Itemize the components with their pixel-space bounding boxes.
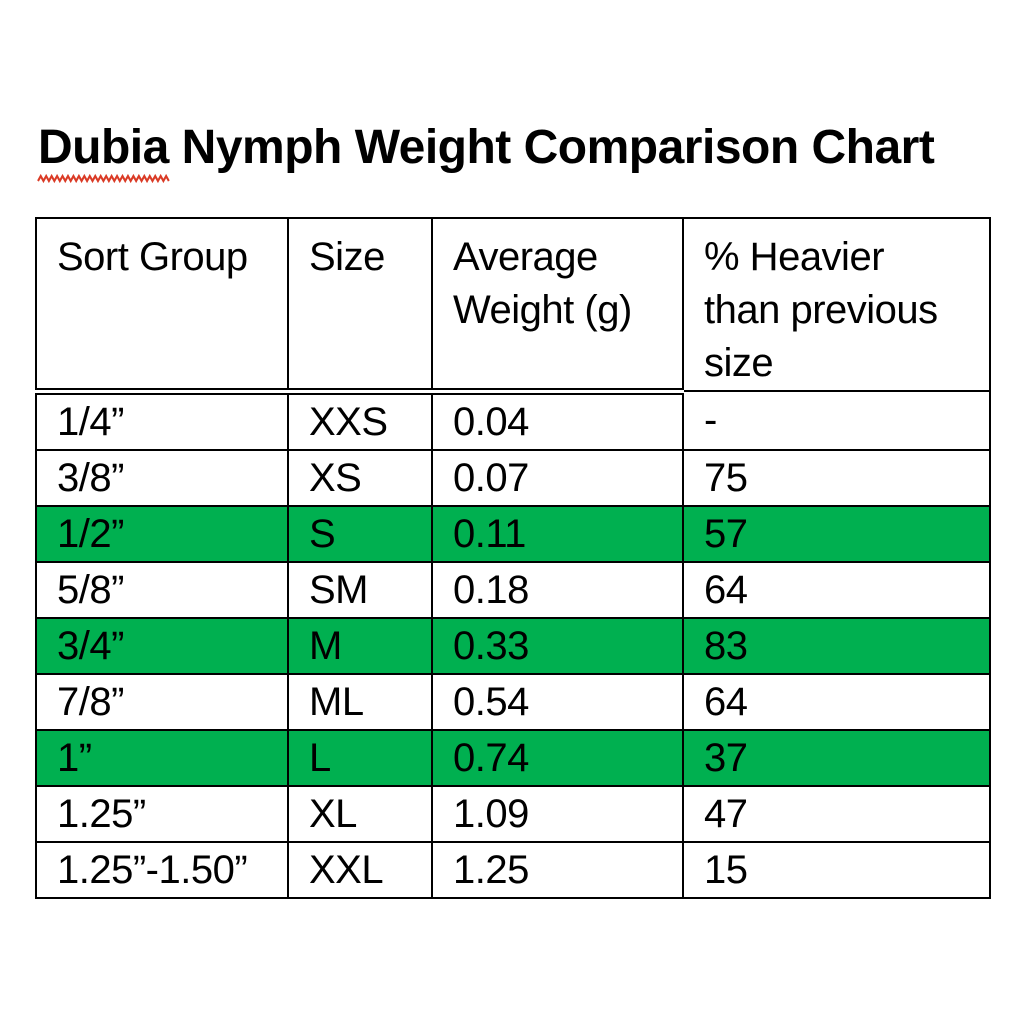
cell-pct-heavier: 64 <box>682 672 991 731</box>
cell-size: XS <box>287 448 433 507</box>
page-title-rest: Nymph Weight Comparison Chart <box>168 121 935 174</box>
cell-size: S <box>287 504 433 563</box>
spellcheck-squiggle-icon <box>37 173 170 184</box>
cell-pct-heavier: 64 <box>682 560 991 619</box>
cell-size: SM <box>287 560 433 619</box>
cell-pct-heavier: 57 <box>682 504 991 563</box>
cell-size: M <box>287 616 433 675</box>
table-row: 1/4” XXS 0.04 - <box>35 390 991 451</box>
cell-avg-weight: 1.25 <box>431 840 684 899</box>
cell-sort-group: 1/4” <box>35 390 289 451</box>
cell-sort-group: 5/8” <box>35 560 289 619</box>
table-row: 7/8” ML 0.54 64 <box>35 672 991 731</box>
table-row: 1” L 0.74 37 <box>35 728 991 787</box>
table-row: 1/2” S 0.11 57 <box>35 504 991 563</box>
cell-avg-weight: 0.07 <box>431 448 684 507</box>
header-line: than previous <box>704 288 938 332</box>
header-line: % Heavier <box>704 235 885 279</box>
header-line: Size <box>309 235 385 279</box>
cell-avg-weight: 0.74 <box>431 728 684 787</box>
cell-size: XL <box>287 784 433 843</box>
header-row: Sort Group Size Average Weight (g) % Hea… <box>35 217 991 395</box>
cell-size: L <box>287 728 433 787</box>
page-title-word: Dubia <box>38 121 169 174</box>
cell-pct-heavier: 47 <box>682 784 991 843</box>
table-row: 5/8” SM 0.18 64 <box>35 560 991 619</box>
header-size: Size <box>287 217 433 395</box>
cell-avg-weight: 0.54 <box>431 672 684 731</box>
cell-avg-weight: 0.11 <box>431 504 684 563</box>
cell-pct-heavier: 15 <box>682 840 991 899</box>
cell-avg-weight: 0.18 <box>431 560 684 619</box>
page-title: Dubia Nymph Weight Comparison Chart <box>37 120 935 184</box>
header-line: size <box>704 341 774 385</box>
cell-avg-weight: 1.09 <box>431 784 684 843</box>
spellcheck-flagged-word: Dubia <box>37 120 170 184</box>
table-row: 3/8” XS 0.07 75 <box>35 448 991 507</box>
table-row: 3/4” M 0.33 83 <box>35 616 991 675</box>
header-line: Weight (g) <box>453 288 632 332</box>
cell-avg-weight: 0.04 <box>431 390 684 451</box>
cell-size: ML <box>287 672 433 731</box>
cell-pct-heavier: 37 <box>682 728 991 787</box>
cell-pct-heavier: 75 <box>682 448 991 507</box>
cell-pct-heavier: - <box>682 390 991 451</box>
cell-sort-group: 1/2” <box>35 504 289 563</box>
cell-sort-group: 1.25”-1.50” <box>35 840 289 899</box>
table-row: 1.25”-1.50” XXL 1.25 15 <box>35 840 991 899</box>
header-sort-group: Sort Group <box>35 217 289 395</box>
header-pct-heavier: % Heavier than previous size <box>682 217 991 392</box>
cell-sort-group: 7/8” <box>35 672 289 731</box>
cell-sort-group: 1.25” <box>35 784 289 843</box>
table-row: 1.25” XL 1.09 47 <box>35 784 991 843</box>
header-average-weight: Average Weight (g) <box>431 217 684 395</box>
cell-sort-group: 3/8” <box>35 448 289 507</box>
cell-size: XXL <box>287 840 433 899</box>
cell-sort-group: 3/4” <box>35 616 289 675</box>
header-line: Average <box>453 235 598 279</box>
cell-avg-weight: 0.33 <box>431 616 684 675</box>
cell-sort-group: 1” <box>35 728 289 787</box>
cell-pct-heavier: 83 <box>682 616 991 675</box>
header-line: Sort Group <box>57 235 248 279</box>
cell-size: XXS <box>287 390 433 451</box>
weight-comparison-table: Sort Group Size Average Weight (g) % Hea… <box>35 217 991 899</box>
